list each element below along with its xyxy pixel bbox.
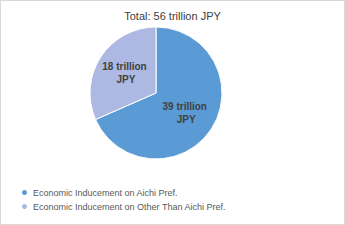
svg-text:JPY: JPY <box>116 74 135 85</box>
svg-text:Total: 56 trillion JPY: Total: 56 trillion JPY <box>124 10 221 22</box>
svg-text:Economic Inducement on Other T: Economic Inducement on Other Than Aichi … <box>33 202 225 212</box>
svg-text:JPY: JPY <box>177 114 196 125</box>
svg-text:Economic Inducement on Aichi P: Economic Inducement on Aichi Pref. <box>33 188 178 198</box>
svg-text:39 trillion: 39 trillion <box>163 101 210 112</box>
svg-text:18 trillion: 18 trillion <box>102 61 149 72</box>
